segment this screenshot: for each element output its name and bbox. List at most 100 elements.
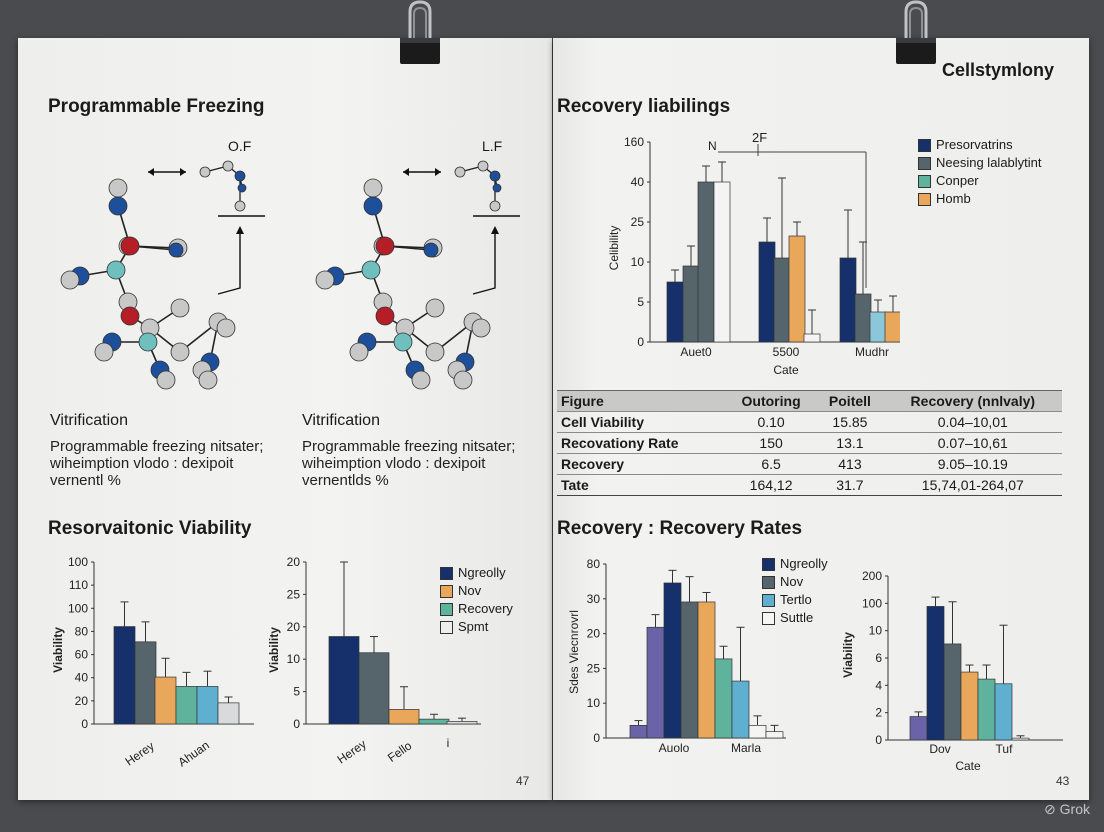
- table-cell: 13.1: [816, 432, 884, 454]
- atom-circle: [393, 332, 413, 352]
- bar: [134, 641, 157, 725]
- atom-circle: [471, 318, 491, 338]
- y-tick-label: 200: [862, 569, 882, 583]
- grok-icon: ⊘: [1044, 801, 1056, 817]
- bar: [960, 671, 979, 741]
- bar: [943, 643, 962, 741]
- atom-circle: [453, 370, 473, 390]
- table-cell: Cell Viability: [557, 411, 726, 433]
- x-tick-label: Herey: [335, 737, 369, 767]
- bar: [713, 181, 731, 343]
- legend-bottom-right: Ngreolly Nov Tertlo Suttle: [762, 555, 828, 627]
- y-tick-label: 80: [75, 624, 89, 638]
- watermark: ⊘ Grok: [1044, 801, 1090, 818]
- bar: [697, 601, 716, 739]
- bar: [765, 731, 784, 739]
- bar: [1011, 737, 1030, 741]
- bar: [773, 257, 791, 343]
- left-page: [18, 38, 552, 800]
- brand-title: Cellstymlony: [942, 60, 1055, 80]
- atom-circle: [375, 306, 395, 326]
- legend-item: Suttle: [762, 609, 828, 627]
- legend-label: Neesing lalablytint: [936, 155, 1042, 170]
- table-row: Recovery 6.5 413 9.05–10.19: [557, 453, 1062, 475]
- bar: [418, 718, 450, 725]
- legend-item: Neesing lalablytint: [918, 154, 1042, 172]
- side-bond-line: [459, 165, 498, 189]
- section-title-programmable-freezing: Programmable Freezing: [48, 96, 265, 117]
- y-tick-label: 10: [631, 255, 645, 269]
- table-cell: 6.5: [725, 453, 817, 475]
- y-tick-label: 80: [587, 557, 601, 571]
- legend-swatch: [762, 593, 775, 607]
- y-axis-title: Celibility: [607, 226, 621, 271]
- legend-top-right: Presorvatrins Neesing lalablytint Conper…: [918, 136, 1042, 208]
- bar: [328, 636, 360, 725]
- bar: [175, 686, 198, 725]
- atom-circle: [361, 260, 381, 280]
- atom-circle: [375, 236, 395, 256]
- section-title-recovery-liabilings: Recovery liabilings: [557, 96, 731, 117]
- table-row: Cell Viability 0.10 15.85 0.04–10,01: [557, 411, 1062, 433]
- chart-viability-1: 0 20 40 60 80 100 110 100 Herey Ahuan Viability: [51, 555, 254, 769]
- bar: [748, 724, 767, 739]
- atom-circle: [349, 342, 369, 362]
- atom-circle: [454, 166, 466, 178]
- atom-circle: [411, 370, 431, 390]
- bar: [854, 293, 872, 343]
- x-tick-label: Auet0: [680, 345, 712, 359]
- legend-swatch: [918, 156, 931, 170]
- bar: [663, 582, 682, 739]
- bar: [113, 626, 136, 725]
- y-tick-label: 40: [75, 671, 89, 685]
- y-tick-label: 10: [287, 652, 301, 666]
- atom-circle: [363, 196, 383, 216]
- table-cell: 0.10: [725, 411, 817, 433]
- pointer-arrow-head: [491, 226, 499, 234]
- watermark-text: Grok: [1059, 801, 1090, 817]
- atom-circle: [94, 342, 114, 362]
- bar: [788, 235, 806, 343]
- bar: [839, 257, 857, 343]
- atom-circle: [363, 178, 383, 198]
- y-tick-label: 60: [75, 648, 89, 662]
- table-row: Tate 164,12 31.7 15,74,01-264,07: [557, 474, 1062, 496]
- x-tick-label: Herey: [123, 739, 157, 769]
- bar: [666, 281, 684, 343]
- x-tick-label: i: [447, 736, 450, 750]
- chart-viability-2: 0 5 10 20 25 20 Herey Fello i Viability: [267, 555, 481, 767]
- y-tick-label: 0: [293, 717, 300, 731]
- bar: [926, 606, 945, 741]
- legend-item: Conper: [918, 172, 1042, 190]
- table-cell: 0.07–10,61: [883, 432, 1062, 454]
- y-tick-label: 4: [875, 678, 882, 692]
- bar: [646, 626, 665, 739]
- x-tick-label: Mudhr: [855, 345, 889, 359]
- legend-bottom-left: Ngreolly Nov Recovery Spmt: [440, 564, 513, 636]
- bar: [758, 241, 776, 343]
- atom-circle: [106, 260, 126, 280]
- y-tick-label: 6: [875, 651, 882, 665]
- bar: [994, 683, 1013, 741]
- caption-left-line3: vernentl %: [50, 472, 121, 489]
- atom-circle: [489, 200, 501, 212]
- caption-left-line2: wiheimption vlodo : dexipoit: [50, 455, 234, 472]
- chart-recovery-liabilings: 0 5 10 25 40 160 Auet0 5500 Mudhr Cate Celibility N…: [607, 130, 900, 377]
- x-tick-label: Dov: [929, 742, 950, 756]
- section-title-viability: Resorvaitonic Viability: [48, 518, 252, 539]
- y-axis-title: Viability: [51, 627, 65, 673]
- caption-right-title: Vitrification: [302, 412, 380, 429]
- legend-item: Spmt: [440, 618, 513, 636]
- legend-label: Suttle: [780, 610, 814, 625]
- y-tick-label: 25: [587, 661, 601, 675]
- legend-item: Presorvatrins: [918, 136, 1042, 154]
- atom-circle: [315, 270, 335, 290]
- page-number-left: 47: [516, 774, 530, 788]
- bar: [629, 724, 648, 739]
- table-cell: 164,12: [725, 474, 817, 496]
- legend-label: Ngreolly: [780, 556, 828, 571]
- bar: [977, 678, 996, 741]
- legend-item: Nov: [440, 582, 513, 600]
- atom-circle: [237, 183, 247, 193]
- y-tick-label: 20: [587, 627, 601, 641]
